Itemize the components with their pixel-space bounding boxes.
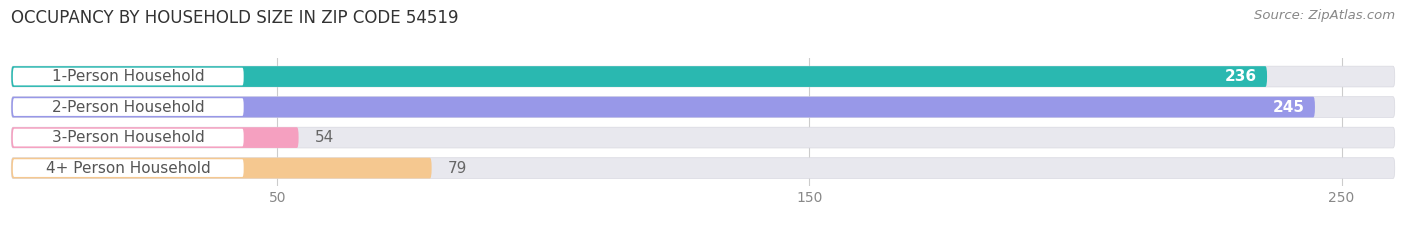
FancyBboxPatch shape (13, 129, 243, 146)
Text: 2-Person Household: 2-Person Household (52, 99, 205, 115)
FancyBboxPatch shape (11, 66, 1395, 87)
FancyBboxPatch shape (11, 127, 298, 148)
FancyBboxPatch shape (11, 158, 1395, 178)
FancyBboxPatch shape (13, 68, 243, 86)
Text: 1-Person Household: 1-Person Household (52, 69, 205, 84)
Text: Source: ZipAtlas.com: Source: ZipAtlas.com (1254, 9, 1395, 22)
Text: 79: 79 (447, 161, 467, 176)
Text: 3-Person Household: 3-Person Household (52, 130, 205, 145)
Text: 54: 54 (315, 130, 333, 145)
FancyBboxPatch shape (13, 159, 243, 177)
FancyBboxPatch shape (11, 97, 1395, 117)
FancyBboxPatch shape (13, 98, 243, 116)
FancyBboxPatch shape (11, 97, 1315, 117)
Text: 236: 236 (1225, 69, 1257, 84)
FancyBboxPatch shape (11, 127, 1395, 148)
Text: 4+ Person Household: 4+ Person Household (46, 161, 211, 176)
FancyBboxPatch shape (11, 158, 432, 178)
FancyBboxPatch shape (11, 66, 1267, 87)
Text: OCCUPANCY BY HOUSEHOLD SIZE IN ZIP CODE 54519: OCCUPANCY BY HOUSEHOLD SIZE IN ZIP CODE … (11, 9, 458, 27)
Text: 245: 245 (1272, 99, 1305, 115)
